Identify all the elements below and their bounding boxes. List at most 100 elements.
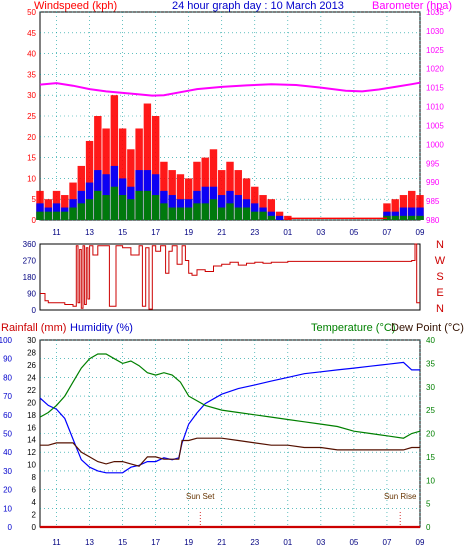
lower-x-tick-label: 07 [383,538,392,547]
humidity-tick-label: 90 [3,355,12,364]
wind-bar [176,174,185,220]
temperature-axis-title: Temperature (°C) [311,322,396,334]
barometer-tick-label: 985 [426,197,440,206]
barometer-tick-label: 1000 [426,140,444,149]
wind-bar [151,195,160,220]
humidity-tick-label: 10 [3,504,12,513]
wind-x-tick-label: 13 [85,228,94,237]
wind-bar [160,203,168,220]
barometer-tick-label: 1030 [426,27,444,36]
wind-bar [242,207,251,220]
wind-bar [218,195,226,220]
lower-x-tick-label: 17 [151,538,160,547]
wind-bar [201,203,209,220]
rain-tick-label: 0 [32,523,37,532]
compass-label: N [436,239,444,251]
wind-x-tick-label: 05 [349,228,358,237]
humidity-axis-title: Humidity (%) [70,322,133,334]
rain-tick-label: 16 [27,423,36,432]
compass-label: S [436,271,443,283]
wind-bar [267,199,276,220]
rain-tick-label: 18 [27,411,36,420]
wind-bar [118,128,127,220]
rain-tick-label: 14 [27,436,36,445]
wind-bar [209,149,218,220]
humidity-tick-label: 60 [3,411,12,420]
wind-bar [127,199,135,220]
wind-bar [94,190,102,220]
weather-series-line [40,437,420,467]
temperature-tick-label: 25 [426,406,435,415]
direction-tick-label: 270 [23,257,37,266]
direction-tick-label: 360 [23,240,37,249]
direction-tick-label: 180 [23,273,37,282]
wind-bar [391,199,399,220]
wind-bar [143,190,152,220]
wind-x-tick-label: 15 [118,228,127,237]
humidity-tick-label: 70 [3,392,12,401]
wind-bar [408,207,416,220]
wind-bar [251,211,259,220]
weather-series-line [39,353,421,439]
barometer-axis-title: Barometer (hpa) [372,0,453,12]
wind-bar [416,195,424,220]
wind-x-tick-label: 23 [250,228,259,237]
lower-x-tick-label: 21 [217,538,226,547]
temperature-tick-label: 30 [426,383,435,392]
wind-bar [85,199,94,220]
wind-bar [151,116,160,220]
humidity-tick-label: 100 [0,336,13,345]
graph-title: 24 hour graph day : 10 March 2013 [172,0,344,12]
rainfall-axis-title: Rainfall (mm) [1,322,67,334]
wind-tick-label: 40 [27,50,36,59]
wind-bar [127,149,135,220]
wind-x-tick-label: 09 [416,228,425,237]
lower-x-tick-label: 05 [349,538,358,547]
wind-tick-label: 35 [27,70,36,79]
lower-x-tick-label: 23 [250,538,259,547]
wind-bar [110,95,119,220]
wind-x-tick-label: 11 [52,228,61,237]
compass-label: N [436,303,444,315]
lower-x-tick-label: 13 [85,538,94,547]
direction-tick-label: 0 [32,306,37,315]
wind-tick-label: 50 [27,8,36,17]
humidity-tick-label: 80 [3,373,12,382]
wind-bar [52,211,61,220]
wind-tick-label: 45 [27,29,36,38]
wind-x-tick-label: 17 [151,228,160,237]
wind-x-tick-label: 01 [283,228,292,237]
rain-tick-label: 6 [32,486,37,495]
weather-series-line [39,361,420,474]
wind-bar [209,199,218,220]
rain-tick-label: 4 [32,498,37,507]
direction-line [40,243,420,310]
wind-bar [77,203,86,220]
wind-axis-title: Windspeed (kph) [34,0,118,12]
lower-x-tick-label: 15 [118,538,127,547]
wind-bar [85,140,94,220]
wind-bar [61,195,69,220]
wind-bar [399,195,408,220]
wind-bar [94,116,102,220]
lower-x-tick-label: 03 [316,538,325,547]
direction-tick-label: 90 [27,290,36,299]
rain-tick-label: 26 [27,361,36,370]
barometer-tick-label: 1025 [426,46,444,55]
wind-bar [408,215,416,220]
direction-plot-frame [39,243,421,311]
rain-tick-label: 30 [27,336,36,345]
rain-tick-label: 28 [27,348,36,357]
wind-bar [168,207,176,220]
wind-bar [102,128,110,220]
lower-x-tick-label: 01 [283,538,292,547]
wind-tick-label: 20 [27,133,36,142]
humidity-tick-label: 50 [3,430,12,439]
barometer-tick-label: 1020 [426,65,444,74]
barometer-tick-label: 1010 [426,103,444,112]
wind-tick-label: 0 [32,216,37,225]
wind-bar [118,195,127,220]
rain-tick-label: 8 [32,473,37,482]
